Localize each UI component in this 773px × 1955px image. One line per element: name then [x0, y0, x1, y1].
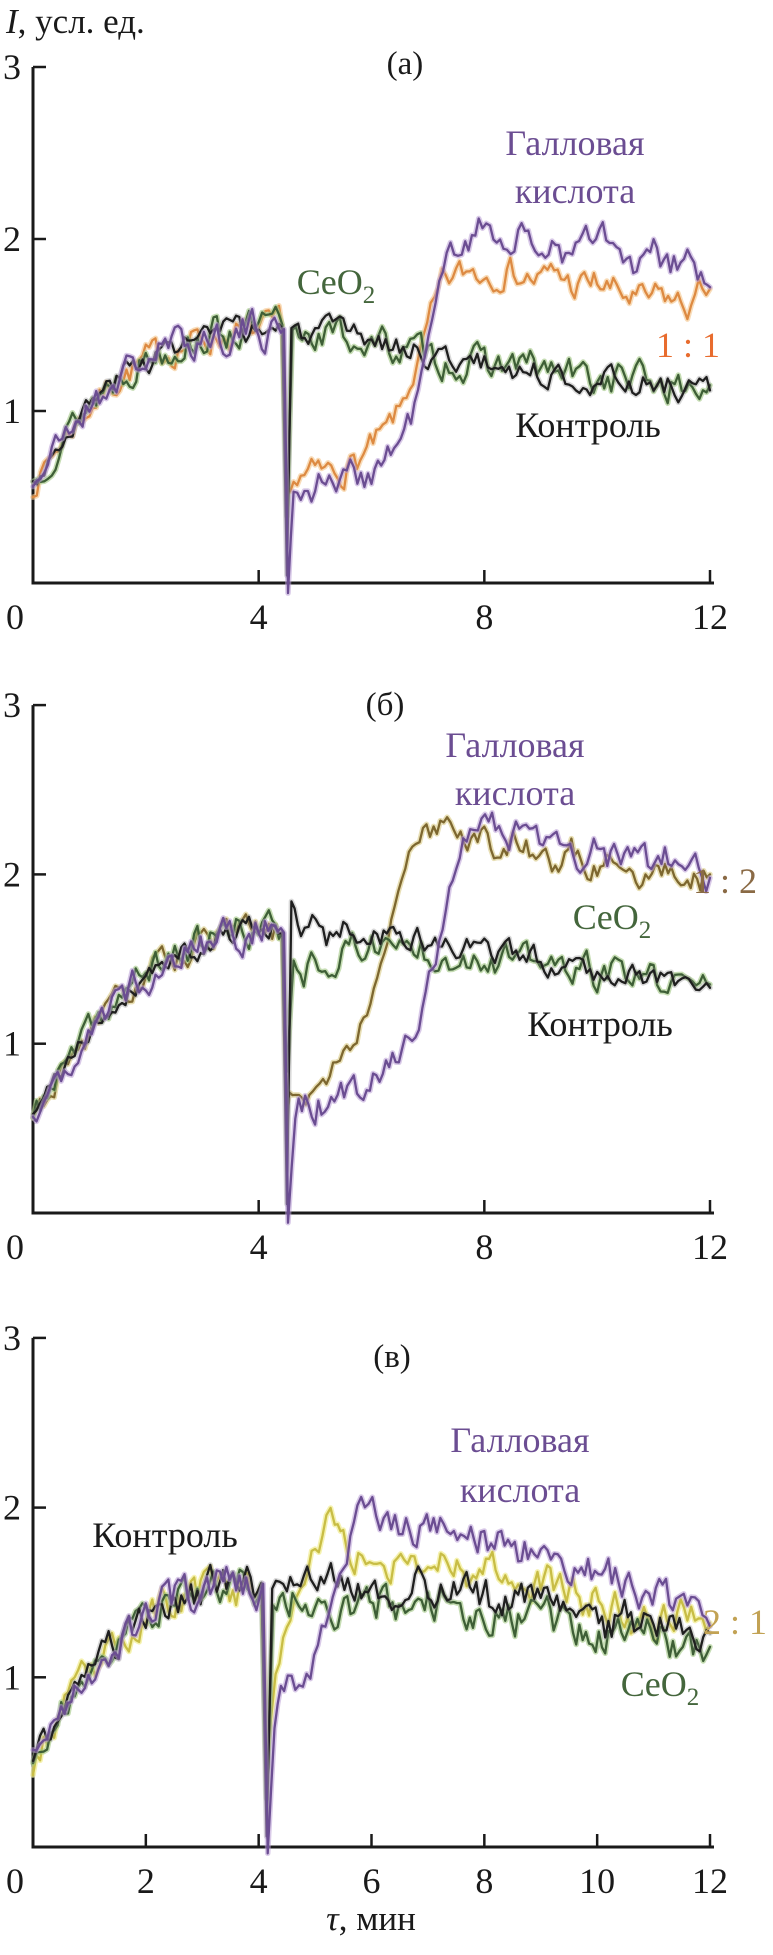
x-tick-label: 12	[692, 597, 728, 637]
x-tick-label: 12	[692, 1227, 728, 1267]
x-tick-label: 8	[475, 1861, 493, 1901]
label-gallic-acid-line1: Галловая	[445, 725, 584, 765]
label-ratio-1-1: 1 : 1	[656, 325, 720, 365]
panel-letter-a: (а)	[387, 46, 424, 82]
x-axis-symbol: τ	[326, 1899, 339, 1938]
label-ratio-2-1: 2 : 1	[703, 1602, 767, 1642]
y-axis-units: , усл. ед.	[17, 2, 145, 41]
y-tick-label: 3	[3, 47, 21, 87]
y-tick-label: 1	[3, 1657, 21, 1697]
x-tick-label: 10	[579, 1861, 615, 1901]
y-tick-label: 1	[3, 1024, 21, 1064]
label-gallic-acid-line1: Галловая	[505, 123, 644, 163]
label-control: Контроль	[515, 405, 661, 445]
curve-ratio-1-1	[31, 256, 712, 499]
x-tick-label: 8	[475, 1227, 493, 1267]
curve-ceo2	[31, 909, 712, 1119]
y-axis-symbol: I	[6, 2, 18, 41]
x-tick-label: 4	[250, 1227, 268, 1267]
curve-control	[31, 900, 712, 1206]
y-tick-label: 2	[3, 1488, 21, 1528]
x-tick-label: 8	[475, 597, 493, 637]
panel-letter-v: (в)	[373, 1339, 411, 1375]
x-tick-label: 2	[137, 1861, 155, 1901]
y-tick-label: 3	[3, 685, 21, 725]
label-control: Контроль	[92, 1515, 238, 1555]
x-tick-label: 4	[250, 1861, 268, 1901]
y-tick-label: 2	[3, 219, 21, 259]
curve-gallic-acid	[31, 217, 712, 595]
label-control: Контроль	[527, 1004, 673, 1044]
label-gallic-acid-line2: кислота	[455, 773, 575, 813]
x-tick-label: 12	[692, 1861, 728, 1901]
x-tick-label: 4	[250, 597, 268, 637]
y-tick-label: 2	[3, 854, 21, 894]
x-tick-label: 0	[6, 1861, 24, 1901]
label-ceo2: CeO2	[297, 262, 376, 309]
x-tick-label: 0	[6, 597, 24, 637]
curve-glow-ceo2	[30, 1566, 713, 1802]
panel-letter-b: (б)	[366, 687, 405, 723]
label-ceo2: CeO2	[573, 897, 652, 944]
label-gallic-acid-line1: Галловая	[450, 1420, 589, 1460]
x-axis-units: , мин	[338, 1899, 416, 1938]
label-gallic-acid-line2: кислота	[460, 1470, 580, 1510]
curve-gallic-acid	[31, 811, 712, 1224]
label-ceo2: CeO2	[621, 1664, 700, 1711]
y-tick-label: 3	[3, 1318, 21, 1358]
y-axis-title: I, усл. ед.	[6, 2, 145, 42]
x-axis-title: τ, мин	[0, 1899, 742, 1939]
label-ratio-1-2: 1 : 2	[693, 861, 757, 901]
curve-gallic-acid	[31, 1495, 712, 1855]
x-tick-label: 6	[363, 1861, 381, 1901]
curve-ceo2	[31, 305, 712, 518]
x-tick-label: 0	[6, 1227, 24, 1267]
label-gallic-acid-line2: кислота	[515, 171, 635, 211]
y-tick-label: 1	[3, 391, 21, 431]
